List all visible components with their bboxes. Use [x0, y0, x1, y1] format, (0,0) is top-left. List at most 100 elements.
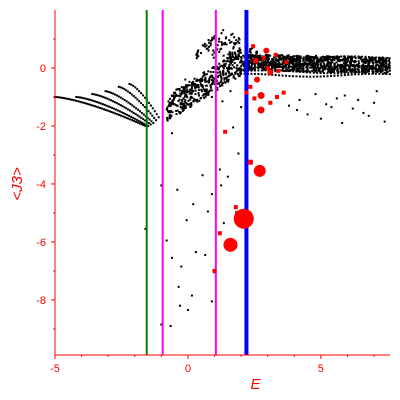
data-point — [314, 57, 317, 60]
data-point — [191, 84, 194, 87]
highlighted-point — [247, 159, 253, 165]
data-point — [138, 100, 141, 103]
data-point — [267, 64, 270, 67]
data-point — [220, 64, 223, 67]
data-point — [336, 68, 339, 71]
data-point — [189, 103, 192, 106]
data-point — [276, 60, 279, 63]
data-point — [230, 56, 233, 59]
data-point — [135, 107, 138, 110]
data-point — [229, 52, 232, 55]
data-point — [165, 108, 168, 111]
data-point — [318, 69, 321, 72]
data-point — [333, 63, 336, 66]
data-point — [327, 67, 330, 70]
data-point — [298, 62, 301, 65]
data-point — [371, 56, 374, 59]
data-point — [240, 59, 243, 62]
data-point — [119, 96, 122, 99]
data-point — [179, 95, 182, 98]
data-point — [184, 84, 187, 87]
data-point — [331, 67, 334, 70]
data-point — [106, 97, 109, 100]
data-point — [95, 105, 98, 108]
data-point — [175, 104, 178, 107]
data-point — [226, 70, 229, 73]
data-point — [357, 68, 360, 71]
data-point — [293, 55, 296, 58]
data-point — [274, 58, 277, 61]
data-point — [131, 116, 134, 119]
data-point — [209, 86, 212, 89]
data-point — [364, 72, 367, 75]
highlighted-point — [235, 210, 240, 215]
data-point — [327, 70, 330, 73]
data-point — [151, 107, 154, 110]
data-point — [264, 56, 267, 59]
data-point — [253, 54, 256, 57]
data-point — [308, 60, 311, 63]
data-point — [342, 62, 345, 65]
data-point — [171, 94, 174, 97]
data-point — [172, 98, 175, 101]
data-point — [208, 81, 211, 84]
data-point — [288, 62, 291, 65]
data-point — [303, 61, 306, 64]
data-point — [335, 65, 338, 68]
data-point — [374, 65, 377, 68]
data-point — [167, 104, 170, 107]
data-point — [204, 78, 207, 81]
data-point — [117, 95, 120, 98]
data-point — [191, 81, 194, 84]
data-point — [331, 69, 334, 72]
data-point — [362, 65, 365, 68]
data-point — [278, 61, 281, 64]
data-point — [364, 65, 367, 68]
highlighted-point — [217, 231, 222, 236]
data-point — [364, 55, 367, 58]
data-point — [168, 103, 171, 106]
data-point — [239, 51, 242, 54]
data-point — [212, 37, 215, 40]
data-point — [225, 43, 228, 46]
data-point — [343, 55, 346, 58]
data-point — [295, 64, 298, 67]
data-point — [271, 64, 274, 67]
data-point — [180, 265, 183, 268]
data-point — [82, 97, 85, 100]
data-point — [271, 58, 274, 61]
data-point — [222, 69, 225, 72]
data-point — [305, 71, 308, 74]
data-point — [184, 107, 187, 110]
data-point — [381, 56, 384, 59]
data-point — [119, 104, 122, 107]
data-point — [139, 120, 142, 123]
data-point — [226, 80, 229, 83]
data-point — [175, 112, 178, 115]
data-point — [236, 50, 239, 53]
data-point — [297, 55, 300, 58]
data-point — [305, 57, 308, 60]
data-point — [327, 61, 330, 64]
highlighted-point — [257, 92, 265, 100]
data-point — [136, 98, 139, 101]
data-point — [207, 91, 210, 94]
data-point — [323, 65, 326, 68]
data-point — [274, 74, 277, 77]
data-point — [379, 58, 382, 61]
data-point — [106, 90, 109, 93]
data-point — [313, 61, 316, 64]
data-point — [199, 83, 202, 86]
data-point — [302, 71, 305, 74]
data-point — [341, 69, 344, 72]
data-point — [189, 91, 192, 94]
data-point — [225, 36, 228, 39]
data-point — [201, 94, 204, 97]
data-point — [350, 64, 353, 67]
data-point — [323, 72, 326, 75]
data-point — [224, 73, 227, 76]
data-point — [238, 47, 241, 50]
data-point — [209, 75, 212, 78]
data-point — [290, 60, 293, 63]
data-point — [210, 74, 213, 77]
